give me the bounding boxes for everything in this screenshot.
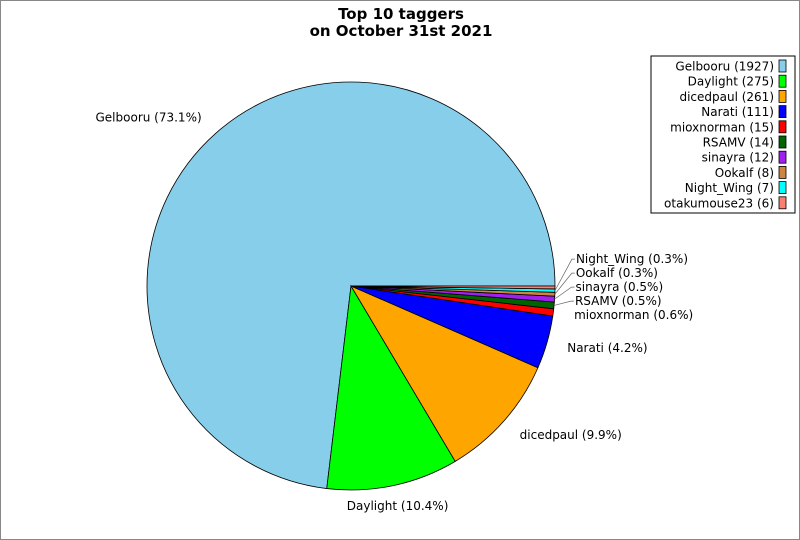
legend-label-mioxnorman: mioxnorman (15) <box>670 120 774 134</box>
legend-swatch-night_wing <box>778 181 787 195</box>
slice-label-night_wing: Night_Wing (0.3%) <box>576 252 688 266</box>
legend-label-sinayra: sinayra (12) <box>702 151 774 165</box>
legend: Gelbooru (1927)Daylight (275)dicedpaul (… <box>650 55 796 214</box>
slice-label-ookalf: Ookalf (0.3%) <box>576 266 658 280</box>
legend-label-night_wing: Night_Wing (7) <box>685 181 774 195</box>
pie-slice-dicedpaul <box>350 285 539 462</box>
chart-title-line-1: Top 10 taggers <box>338 5 464 23</box>
legend-label-narati: Narati (111) <box>701 105 774 119</box>
pie-slice-otakumouse23 <box>350 285 556 290</box>
chart-title-line-2: on October 31st 2021 <box>310 22 493 40</box>
legend-swatch-narati <box>778 105 787 118</box>
legend-label-daylight: Daylight (275) <box>688 75 774 89</box>
legend-swatch-ookalf <box>778 165 787 179</box>
legend-swatch-sinayra <box>778 150 787 164</box>
legend-swatch-dicedpaul <box>778 90 787 103</box>
legend-swatch-gelbooru <box>778 59 787 73</box>
slice-label-gelbooru: Gelbooru (73.1%) <box>96 111 202 125</box>
slice-label-rsamv: RSAMV (0.5%) <box>575 294 662 308</box>
legend-label-otakumouse23: otakumouse23 (6) <box>664 196 774 210</box>
pie-slice-daylight <box>326 284 456 491</box>
legend-label-gelbooru: Gelbooru (1927) <box>675 60 774 74</box>
legend-label-ookalf: Ookalf (8) <box>715 166 774 180</box>
slice-label-dicedpaul: dicedpaul (9.9%) <box>520 428 622 442</box>
leader-line-night_wing <box>554 258 575 291</box>
legend-label-dicedpaul: dicedpaul (261) <box>679 90 774 104</box>
slice-label-narati: Narati (4.2%) <box>567 341 647 355</box>
slice-label-mioxnorman: mioxnorman (0.6%) <box>574 308 693 322</box>
legend-swatch-otakumouse23 <box>778 196 787 210</box>
legend-swatch-daylight <box>778 74 787 88</box>
slice-label-daylight: Daylight (10.4%) <box>347 499 449 513</box>
leader-line-rsamv <box>553 300 574 306</box>
leader-line-ookalf <box>554 272 575 295</box>
legend-swatch-mioxnorman <box>778 120 787 134</box>
legend-swatch-rsamv <box>778 135 787 149</box>
legend-label-rsamv: RSAMV (14) <box>703 136 774 150</box>
slice-label-sinayra: sinayra (0.5%) <box>576 280 664 294</box>
legend-box <box>650 55 796 214</box>
leader-line-sinayra <box>554 286 575 300</box>
